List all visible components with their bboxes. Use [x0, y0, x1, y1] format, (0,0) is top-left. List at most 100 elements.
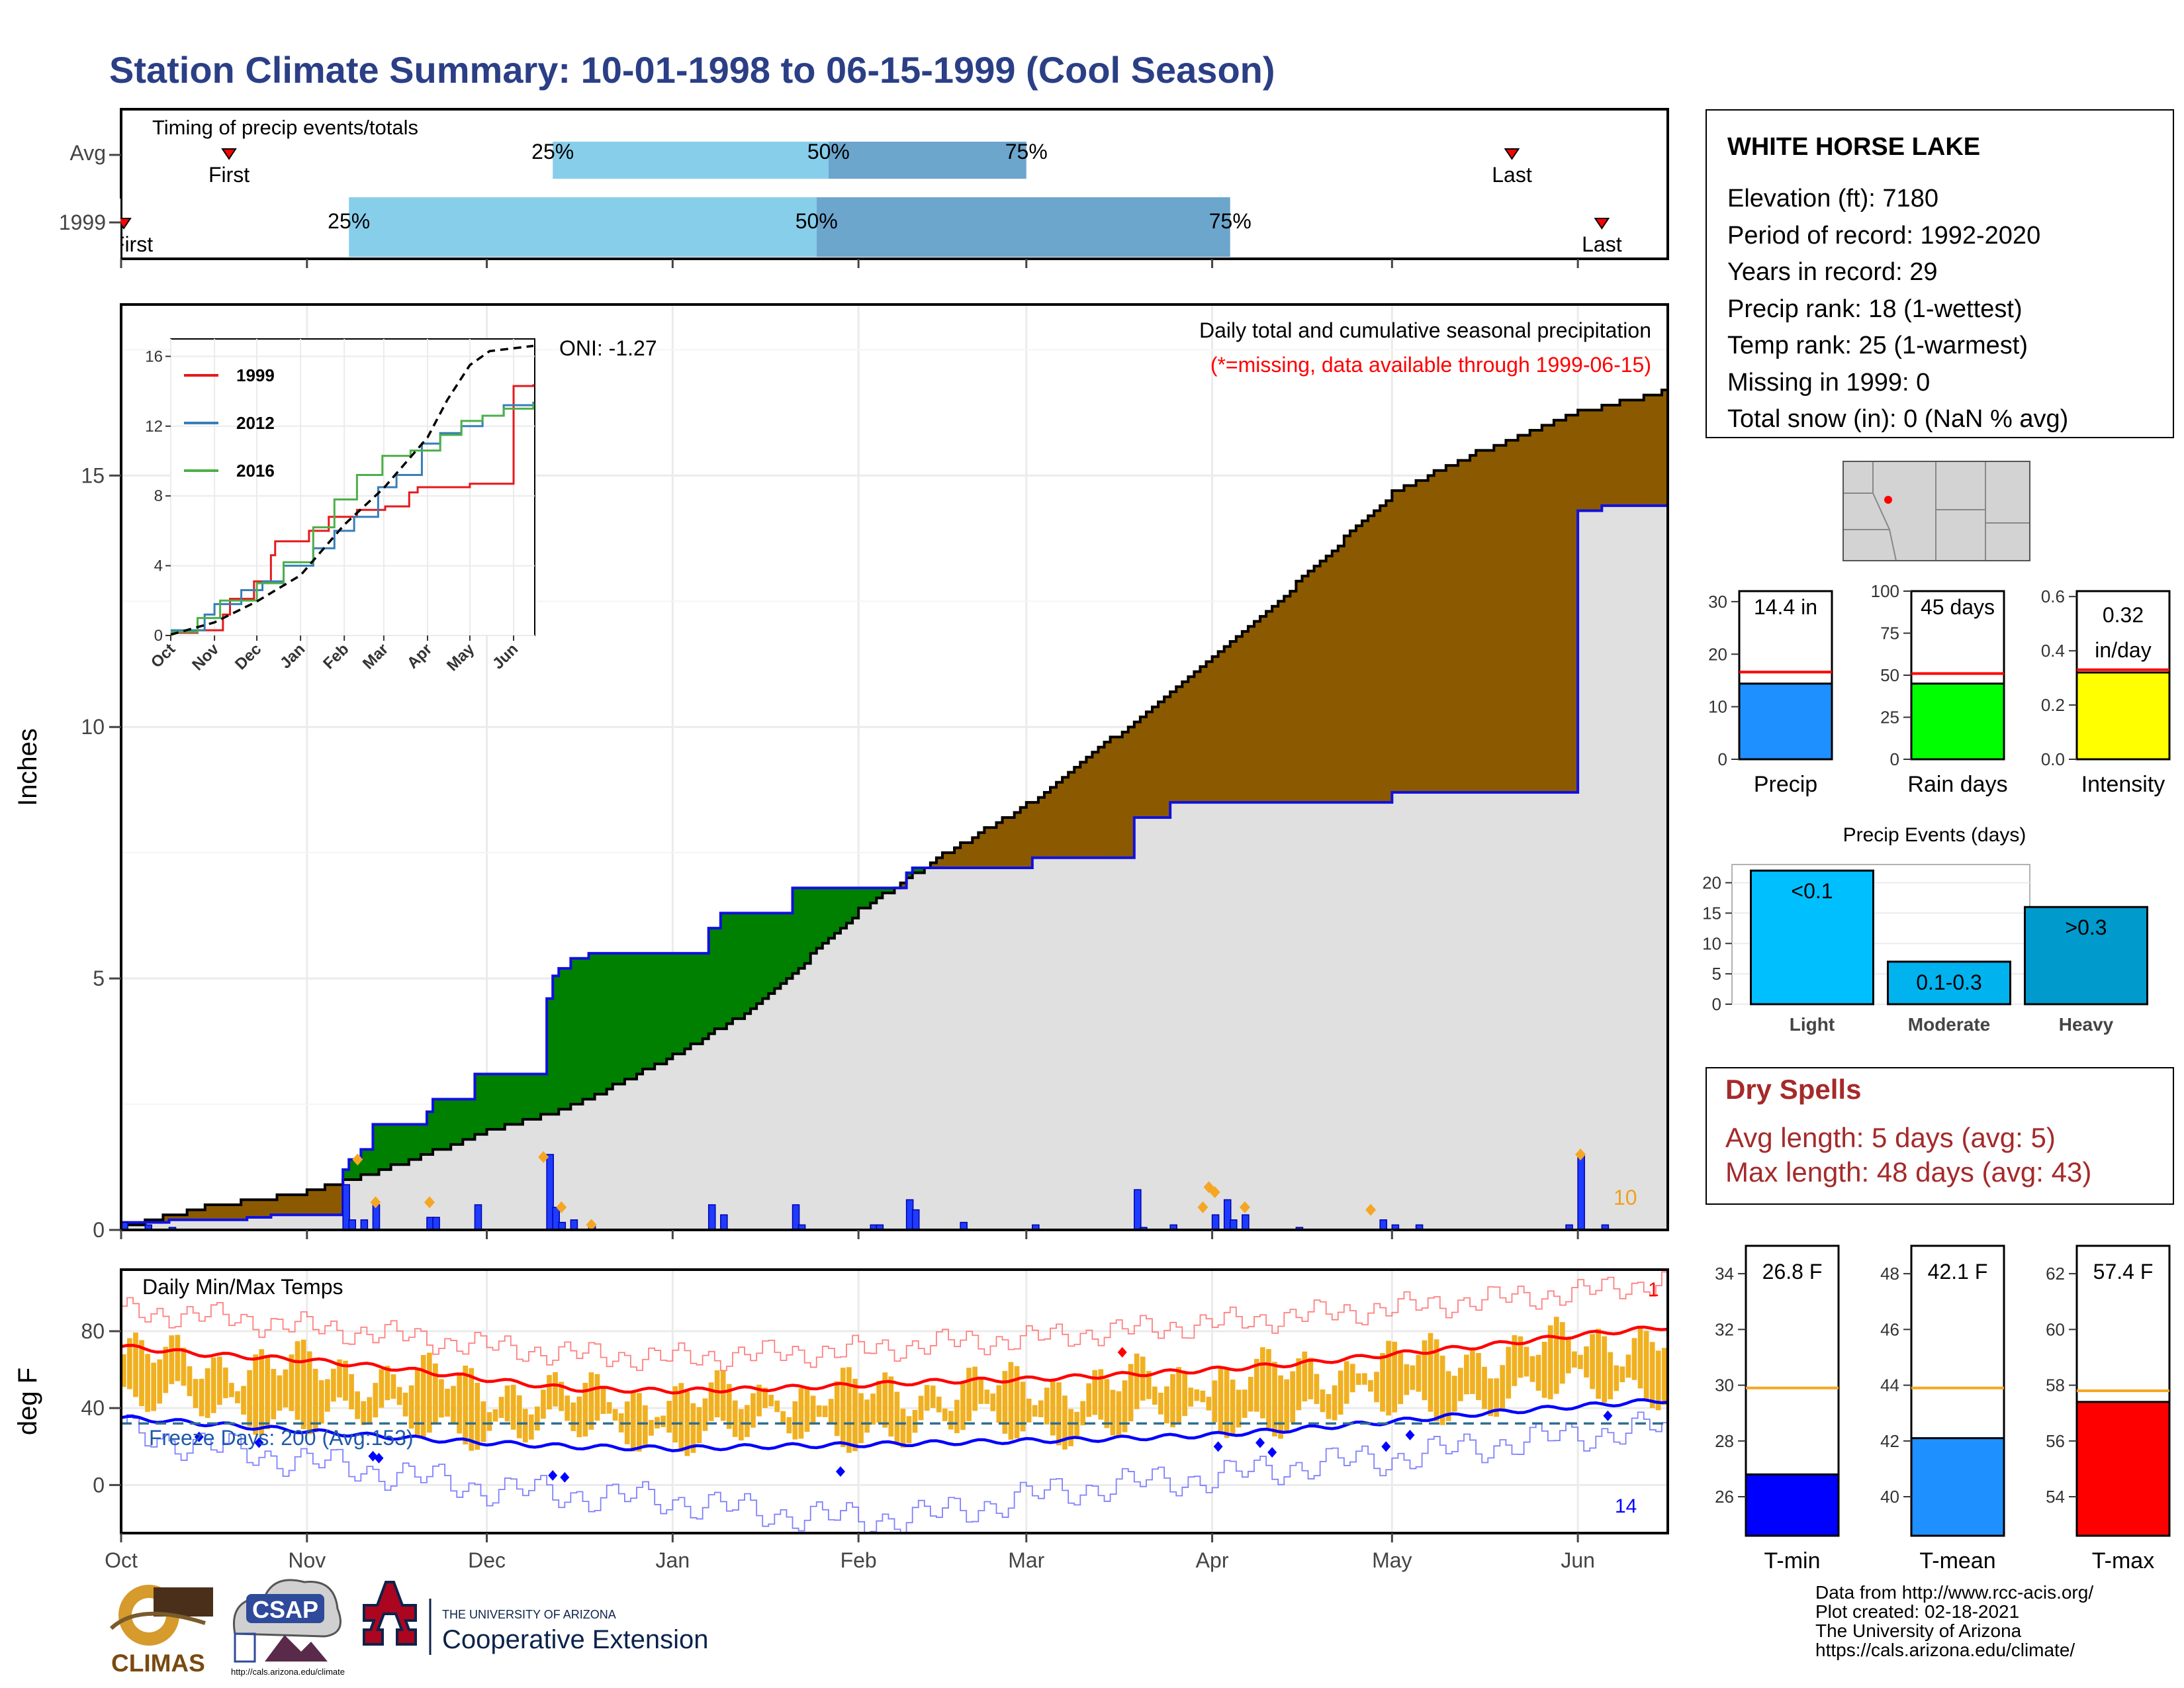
below-average-fill [277, 1194, 284, 1215]
daily-temp-bar [1655, 1350, 1661, 1411]
precip-y-tick-label: 10 [81, 715, 105, 739]
below-average-fill [1572, 415, 1578, 792]
daily-temp-bar [439, 1379, 444, 1418]
below-average-fill [1230, 641, 1237, 803]
temp-bar-tick-label: 42 [1880, 1431, 1899, 1451]
below-average-fill [1439, 470, 1447, 792]
below-average-fill [1464, 460, 1471, 792]
temp-bar-value [1745, 1473, 1840, 1537]
csap-logo: CSAP http://cals.arizona.edu/climate [231, 1579, 345, 1677]
below-average-fill [1482, 450, 1488, 792]
daily-temp-bar [295, 1341, 300, 1420]
freeze-days-label: Freeze Days: 200 (Avg:153) [149, 1426, 414, 1450]
below-average-fill [1494, 445, 1500, 792]
daily-temp-bar [163, 1346, 169, 1393]
below-average-fill [966, 842, 973, 868]
daily-temp-bar [1122, 1380, 1128, 1432]
below-average-fill [1188, 677, 1195, 803]
above-average-fill [559, 968, 565, 1109]
daily-precip-bar [1211, 1214, 1220, 1231]
extreme-precip-marker [352, 1153, 363, 1166]
daily-temp-bar [702, 1398, 708, 1431]
precip-annotation-missing: (*=missing, data available through 1999-… [1210, 353, 1651, 377]
timing-p50-label: 50% [796, 209, 838, 233]
daily-temp-bar [528, 1414, 534, 1440]
above-average-fill [852, 888, 859, 918]
timing-p25-label: 25% [531, 140, 574, 164]
station-name: WHITE HORSE LAKE [1727, 133, 1980, 161]
daily-temp-bar [1410, 1365, 1416, 1390]
below-average-fill [1110, 737, 1117, 858]
above-average-fill [720, 913, 727, 1029]
below-average-fill [241, 1199, 248, 1220]
events-y-tick-label: 15 [1702, 903, 1721, 923]
daily-temp-bar [996, 1385, 1002, 1423]
daily-temp-bar [1422, 1340, 1428, 1401]
daily-temp-bar [1056, 1382, 1062, 1446]
below-average-fill [1284, 596, 1291, 803]
summary-bar-value [2075, 671, 2171, 761]
above-average-fill [732, 913, 739, 1019]
record-low-marker [560, 1472, 570, 1483]
inset-y-tick-label: 0 [154, 627, 163, 645]
daily-temp-bar [840, 1368, 846, 1447]
daily-temp-bar [1110, 1389, 1116, 1436]
temp-y-axis: 0 40 80 [81, 1319, 121, 1497]
daily-temp-bar [1541, 1342, 1547, 1398]
daily-precip-bar [372, 1204, 381, 1231]
month-tick-label: Nov [288, 1548, 326, 1572]
below-average-fill [1428, 475, 1435, 792]
above-average-fill [396, 1124, 404, 1165]
summary-bars: 0 10 20 30 14.4 in Precip 0 25 50 75 100 45 days Rai… [1708, 581, 2171, 797]
above-average-fill [882, 888, 889, 893]
credit-line: The University of Arizona [1815, 1620, 2022, 1641]
summary-bar-value-label: 45 days [1921, 595, 1995, 619]
summary-bar-tick-label: 30 [1708, 592, 1727, 612]
daily-temp-bar [253, 1354, 258, 1435]
below-average-fill [283, 1194, 290, 1215]
daily-temp-bar [480, 1401, 486, 1442]
below-average-fill [1518, 435, 1525, 792]
event-bar-range: 0.1-0.3 [1916, 970, 1982, 994]
daily-temp-bar [756, 1384, 762, 1417]
daily-temp-bar [1032, 1405, 1038, 1417]
daily-temp-bar [1524, 1346, 1529, 1377]
above-average-fill [714, 928, 721, 1029]
precip-frame [120, 303, 1669, 1231]
last-event-marker [1504, 148, 1520, 160]
temp-marks [120, 1271, 1668, 1534]
inset-legend-label: 1999 [236, 365, 275, 385]
first-event-marker [221, 148, 237, 160]
below-average-fill [1182, 681, 1189, 803]
daily-temp-bar [337, 1359, 342, 1398]
temp-bar-tick-label: 56 [2046, 1431, 2065, 1451]
daily-temp-bar [1631, 1338, 1637, 1380]
below-average-fill [1655, 395, 1662, 506]
dry-spells-max: Max length: 48 days (avg: 43) [1725, 1156, 2091, 1188]
temp-y-tick-label: 40 [81, 1396, 105, 1420]
precip-y-tick-label: 15 [81, 463, 105, 487]
above-average-fill [912, 867, 919, 873]
daily-temp-bar [469, 1368, 475, 1451]
daily-temp-bar [1224, 1369, 1230, 1438]
daily-temp-bar [1284, 1379, 1289, 1434]
daily-temp-bar [1194, 1389, 1200, 1401]
inset-series-2012 [171, 401, 535, 632]
daily-temp-bar [373, 1383, 379, 1418]
below-average-fill [1140, 717, 1147, 818]
above-average-fill [618, 953, 625, 1084]
above-average-fill [678, 953, 686, 1055]
daily-temp-bar [912, 1409, 918, 1433]
daily-temp-bar [402, 1392, 408, 1417]
temp-bar-label: T-mean [1919, 1548, 1995, 1573]
below-average-fill [181, 1215, 188, 1220]
ua-logo-bottom: Cooperative Extension [442, 1625, 708, 1654]
daily-temp-bar [570, 1402, 576, 1431]
below-average-fill [1002, 817, 1009, 868]
daily-temp-bar [1398, 1352, 1404, 1405]
precip-y-axis: 0 5 10 15 [81, 463, 1579, 1242]
record-low-count: 14 [1615, 1495, 1637, 1517]
daily-temp-bar [463, 1365, 469, 1445]
below-average-fill [1194, 671, 1201, 803]
daily-temp-bar [1200, 1390, 1206, 1403]
